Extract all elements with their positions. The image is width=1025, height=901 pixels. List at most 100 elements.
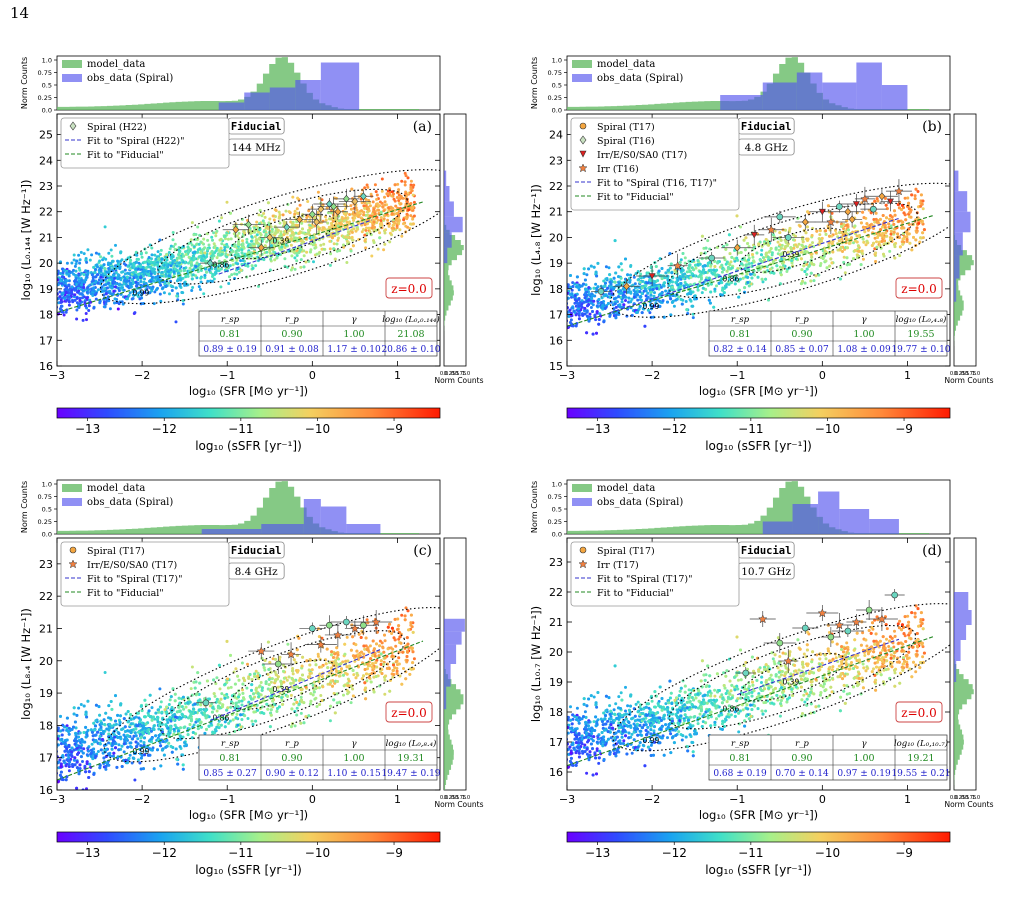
legend-label: Fit to "Fiducial" (597, 192, 674, 203)
redshift-box (385, 277, 433, 299)
obs-point (351, 197, 359, 206)
side-hist-xtick-label: 0.0 (950, 795, 958, 801)
y-tick-label: 21 (549, 616, 563, 629)
results-table: r_sp 0.81 0.85 ± 0.27 r_p 0.90 0.90 ± 0.12 γ 1.… (198, 734, 441, 781)
colorbar-tick-label: −10 (305, 846, 330, 860)
y-tick-label: 21 (39, 231, 53, 244)
colorbar: −13 −12 −11 −10 −9 log₁₀ (sSFR [yr⁻¹]) (56, 407, 441, 453)
y-axis-label: log₁₀ (L₁₀.₇ [W Hz⁻¹]) (529, 606, 543, 722)
legend-marker (578, 163, 588, 173)
fit-obs-line (737, 638, 900, 696)
side-obs-histogram-bar (444, 170, 447, 186)
table-frame (198, 310, 438, 357)
redshift-label: z=0.0 (391, 282, 426, 296)
fiducial-label: Fiducial (741, 121, 792, 133)
x-axis-label: log₁₀ (SFR [M⊙ yr⁻¹]) (699, 808, 818, 822)
legend-marker (579, 546, 587, 554)
obs-point (283, 223, 291, 232)
x-tick-label: −2 (644, 369, 660, 382)
obs-point (827, 633, 835, 641)
obs-point (860, 194, 870, 204)
y-axis-label: log₁₀ (L₄.₈ [W Hz⁻¹]) (529, 184, 543, 296)
y-tick-label: 22 (39, 206, 53, 219)
obs-point (877, 614, 887, 624)
obs-point (708, 254, 715, 262)
y-tick-label: 16 (39, 360, 53, 373)
table-header: log₁₀ (L₀,₄.₈) (896, 314, 947, 325)
y-tick-label: 19 (39, 283, 53, 296)
obs-histogram-bar (218, 102, 245, 110)
table-header: r_p (285, 315, 299, 325)
results-table: r_sp 0.81 0.68 ± 0.19 r_p 0.90 0.70 ± 0.14 γ 1.… (708, 734, 951, 781)
table-header: r_p (795, 315, 809, 325)
colorbar: −13 −12 −11 −10 −9 log₁₀ (sSFR [yr⁻¹]) (56, 831, 441, 877)
x-tick-label: −2 (134, 793, 150, 806)
colorbar-tick-label: −11 (228, 422, 253, 436)
legend-obs-swatch (572, 74, 592, 82)
side-hist-xtick-label: 0.75 (455, 371, 467, 377)
model-histogram (57, 481, 432, 534)
obs-histogram-bar (295, 80, 321, 110)
colorbar-tick-label: −10 (815, 846, 840, 860)
legend-label: Fit to "Spiral (H22)" (87, 136, 184, 147)
x-tick-label: −1 (729, 369, 745, 382)
colorbar-tick-label: −12 (152, 422, 177, 436)
top-hist-ytick-label: 0.25 (38, 94, 52, 102)
table-header: r_p (795, 739, 809, 749)
top-hist-ytick-label: 1.0 (552, 57, 562, 65)
redshift-label: z=0.0 (901, 282, 936, 296)
obs-point (257, 243, 265, 252)
colorbar-tick-label: −13 (75, 846, 100, 860)
y-tick-label: 19 (39, 687, 53, 700)
obs-histogram-bar (792, 504, 819, 534)
contour-label: 0.99 (133, 288, 150, 297)
top-hist-ytick-label: 0.75 (548, 69, 562, 77)
panel-label: (b) (922, 119, 942, 135)
x-tick-label: 0 (819, 793, 826, 806)
table-obs-value: 19.55 ± 0.21 (891, 769, 950, 779)
obs-histogram-bar (201, 529, 262, 534)
legend: Spiral (T17) Spiral (T16) Irr/E/S0/SA0 (T1… (570, 117, 740, 211)
obs-point (844, 207, 852, 216)
side-hist-xlabel: Norm Counts (944, 376, 993, 385)
top-histogram: 0.0 0.25 0.5 0.75 1.0 Norm Counts model_dataob… (20, 479, 441, 539)
top-hist-ytick-label: 1.0 (42, 57, 52, 65)
obs-point (801, 218, 809, 226)
table-obs-value: 0.85 ± 0.07 (775, 345, 829, 355)
y-tick-label: 20 (549, 231, 563, 244)
table-obs-value: 0.68 ± 0.19 (713, 769, 767, 779)
top-hist-ytick-label: 0.25 (548, 94, 562, 102)
side-obs-histogram-bar (954, 191, 968, 212)
obs-histogram-bar (303, 499, 321, 534)
obs-point (274, 660, 282, 668)
side-hist-xtick-label: 0.75 (455, 795, 467, 801)
obs-point (330, 202, 338, 211)
side-hist-xlabel: Norm Counts (944, 800, 993, 809)
x-axis-label: log₁₀ (SFR [M⊙ yr⁻¹]) (699, 384, 818, 398)
main-plot: 0.99 0.86 0.39 −3 −2 −1 0 1 log₁₀ (SFR [M⊙ yr⁻¹]… (529, 113, 951, 398)
model-scatter (57, 606, 416, 790)
obs-point (202, 699, 210, 707)
density-contours: 0.99 0.86 0.39 (609, 182, 950, 318)
top-hist-ylabel: Norm Counts (530, 57, 539, 109)
colorbar: −13 −12 −11 −10 −9 log₁₀ (sSFR [yr⁻¹]) (566, 407, 951, 453)
colorbar-label: log₁₀ (sSFR [yr⁻¹]) (195, 439, 302, 453)
obs-point (766, 225, 776, 235)
side-hist-xtick-label: 1.0 (972, 795, 980, 801)
obs-point (886, 198, 894, 206)
model-scatter (567, 604, 926, 777)
legend-box (60, 541, 230, 607)
side-hist-xtick-label: 0.0 (440, 371, 448, 377)
table-model-value: 0.81 (219, 329, 240, 340)
side-hist-xtick-label: 0.5 (451, 795, 459, 801)
table-obs-value: 1.17 ± 0.10 (327, 345, 381, 355)
side-obs-histogram-bar (444, 186, 450, 202)
side-obs-histogram-bar (954, 640, 961, 661)
y-tick-label: 25 (39, 129, 53, 142)
side-obs-histogram-bar (444, 618, 465, 632)
side-hist-xtick-label: 1.0 (462, 795, 470, 801)
